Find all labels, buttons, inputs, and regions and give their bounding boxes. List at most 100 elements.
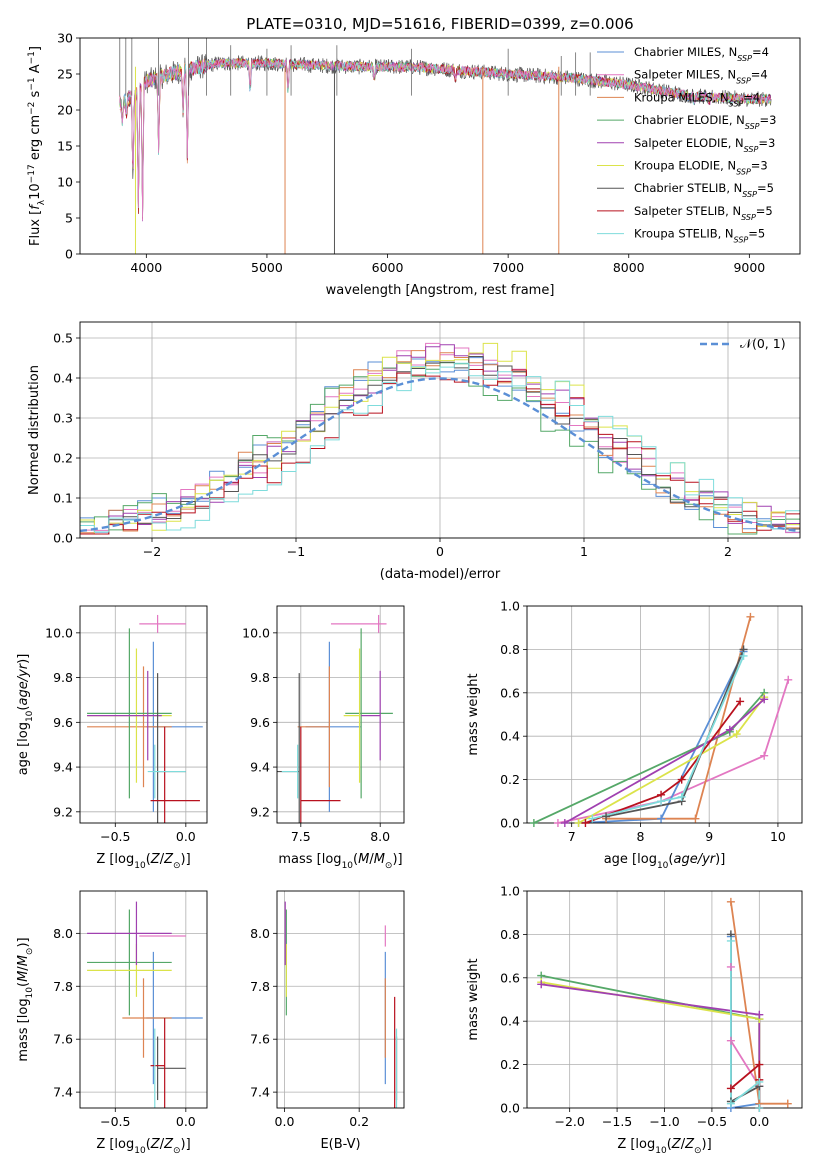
panel-mass_vs_Z: −0.5 0.0 7.4 7.6 7.8 8.0 Z [log10(Z/Z⊙)] mass [… [16,890,208,1156]
y-tick-label: 9.4 [53,760,73,775]
y-tick-label: 9.6 [250,715,270,730]
plot-area-mass_vs_Z [80,891,207,1108]
axes-frame-spectrum [79,37,801,255]
y-axis-label: mass weight [466,673,481,755]
figure-title: PLATE=0310, MJD=51616, FIBERID=0399, z=0… [246,15,633,33]
y-tick-label: 8.0 [53,926,73,941]
mass-weight-marker [755,1060,764,1069]
y-tick-label: 1.0 [500,884,520,899]
legend-label: 𝒩(0, 1) [740,336,786,351]
mass-weight-line [592,655,745,820]
y-tick-label: 0.6 [500,970,520,985]
mass-weight-marker [726,1084,735,1093]
axes-frame-residuals [79,321,801,539]
mass-weight-marker [755,1104,764,1112]
x-tick-label: 7.5 [291,829,311,844]
histogram-step [80,362,800,538]
y-tick-label: 7.8 [53,979,73,994]
mass-weight-marker [726,897,735,906]
mass-weight-marker [657,797,666,806]
legend-label: Kroupa STELIB, NSSP=5 [634,227,765,245]
mass-weight-line [730,940,761,1108]
x-tick-label: −2 [143,544,161,559]
y-tick-label: 0.1 [53,491,73,506]
mass-weight-marker [588,814,597,823]
x-tick-label: 5000 [251,260,283,275]
x-tick-label: −1.0 [649,1114,679,1129]
legend-label: Chabrier STELIB, NSSP=5 [634,181,774,199]
mass-weight-marker [746,612,755,621]
y-axis-label: mass weight [466,958,481,1040]
panels: 4000 5000 6000 7000 8000 9000051015202530wave… [16,31,803,1156]
x-tick-label: 2 [724,544,732,559]
mass-weight-line [730,936,760,1108]
x-tick-label: 6000 [372,260,404,275]
y-tick-label: 8.0 [250,926,270,941]
x-tick-label: 1 [580,544,588,559]
y-tick-label: 0.2 [500,772,520,787]
y-tick-label: 9.8 [250,670,270,685]
y-tick-label: 0.0 [500,1101,520,1116]
y-tick-label: 9.2 [250,804,270,819]
axes-frame-mass_vs_Z [79,890,208,1109]
mass-weight-marker [760,695,769,704]
x-axis-label: E(B-V) [320,1137,360,1152]
y-tick-label: 9.6 [53,715,73,730]
x-axis-label: Z [log10(Z/Z⊙)] [96,852,190,871]
mass-weight-marker [736,697,745,706]
y-tick-label: 30 [57,31,73,46]
plot-area-mass_vs_EBV [277,891,404,1108]
mass-weight-marker [755,1077,764,1086]
x-tick-label: 0.0 [275,1114,295,1129]
normal-curve [80,377,800,533]
plot-area-massweight_vs_age [527,606,802,823]
x-tick-label: −1.5 [602,1114,632,1129]
mass-weight-marker [553,819,562,827]
mass-weight-marker [760,751,769,760]
mass-weight-line [541,983,761,1108]
legend-label: Kroupa MILES, NSSP=4 [634,90,760,108]
mass-weight-marker [726,962,735,971]
histogram-step [80,356,800,538]
y-axis-label: Flux [fλ10−17 erg cm−2 s−1 A−1] [27,46,47,246]
y-tick-label: 0.3 [53,411,73,426]
mass-weight-line [557,679,790,823]
legend-label: Chabrier MILES, NSSP=4 [634,45,769,63]
x-tick-label: 7 [568,829,576,844]
x-axis-label: Z [log10(Z/Z⊙)] [96,1137,190,1156]
x-tick-label: −0.5 [697,1114,727,1129]
y-tick-label: 9.8 [53,670,73,685]
y-tick-label: 0.0 [53,531,73,546]
panel-massweight_vs_age: 7 8 9 10 0.0 0.2 0.4 0.6 0.8 1.0 age [log10(age/yr… [466,599,803,871]
plot-area-spectrum [119,38,772,254]
axes-frame-age_vs_mass [276,605,405,824]
mass-weight-line [541,981,761,1108]
x-tick-label: 0.0 [749,1114,769,1129]
x-tick-label: 7000 [492,260,524,275]
mass-weight-marker [784,675,793,684]
mass-weight-marker [677,775,686,784]
y-axis-label: age [log10(age/yr)] [16,654,35,776]
y-tick-label: 0.4 [500,729,520,744]
x-tick-label: 4000 [130,260,162,275]
mass-weight-marker [726,936,735,945]
y-tick-label: 0.8 [500,927,520,942]
y-tick-label: 10.0 [45,625,73,640]
x-tick-label: 10 [770,829,786,844]
mass-weight-marker [677,792,686,801]
y-tick-label: 0 [65,247,73,262]
y-tick-label: 0.5 [53,331,73,346]
y-tick-label: 9.4 [250,760,270,775]
mass-weight-marker [732,730,741,739]
mass-weight-marker [755,1010,764,1019]
panel-spectrum: 4000 5000 6000 7000 8000 9000 0 5 10 15 20 25 30 wave… [27,31,801,298]
y-tick-label: 0.0 [500,816,520,831]
x-axis-label: mass [log10(M/M⊙)] [278,852,402,871]
y-tick-label: 7.6 [53,1032,73,1047]
y-tick-label: 15 [57,139,73,154]
y-tick-label: 10.0 [242,625,270,640]
y-tick-label: 7.8 [250,979,270,994]
mass-weight-line [541,974,761,1108]
axes-frame-massweight_vs_age [526,605,803,824]
